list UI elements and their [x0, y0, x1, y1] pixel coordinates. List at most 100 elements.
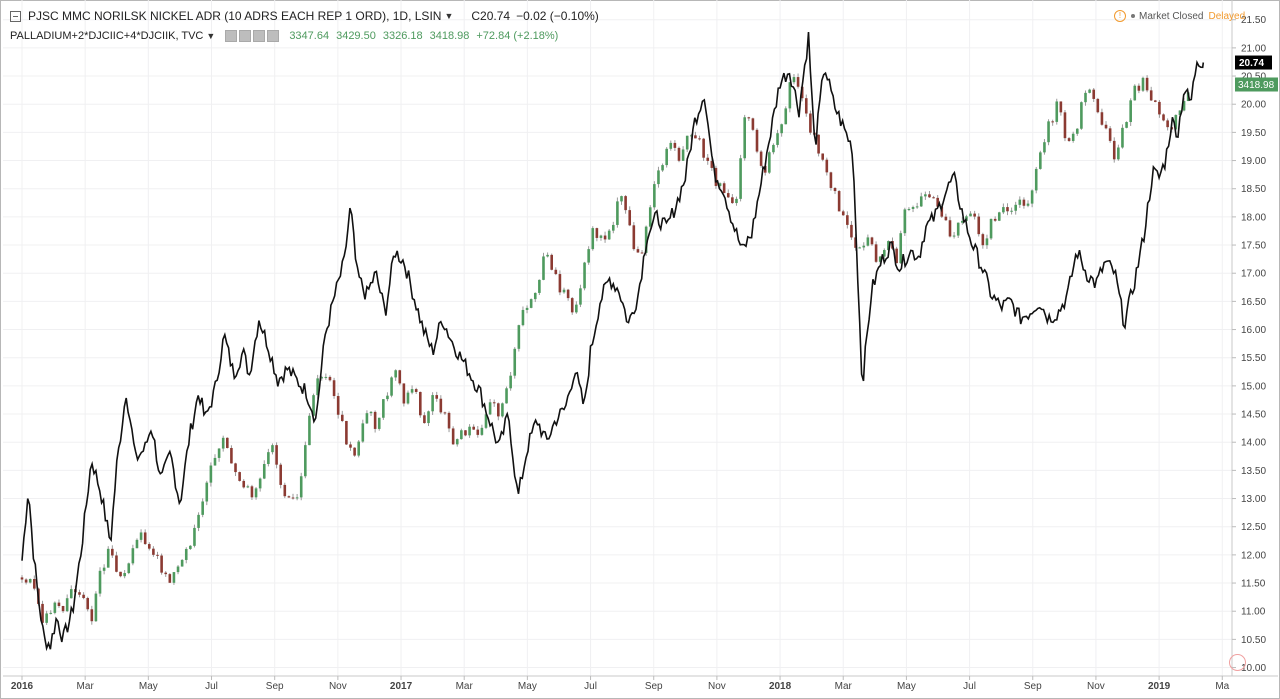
overlay-high: 3429.50	[336, 30, 376, 42]
candle-body	[328, 376, 332, 381]
candle-body	[1174, 114, 1178, 130]
candle-body	[102, 567, 106, 571]
candle-body	[69, 589, 73, 599]
candle-body	[1030, 190, 1034, 204]
candle-body	[841, 211, 845, 216]
more-icon[interactable]	[267, 30, 280, 42]
candle-body	[591, 228, 595, 250]
candle-body	[1075, 128, 1079, 134]
y-tick-label: 14.00	[1241, 438, 1266, 449]
y-tick-label: 16.50	[1241, 297, 1266, 308]
candle-body	[924, 194, 927, 197]
y-tick-label: 19.50	[1241, 128, 1266, 139]
candle-body	[969, 213, 972, 217]
candle-body	[583, 262, 586, 289]
candle-body	[579, 288, 582, 305]
candle-body	[525, 307, 529, 310]
candle-body	[1108, 128, 1112, 141]
candle-body	[340, 414, 344, 421]
candle-body	[320, 377, 324, 379]
candle-body	[242, 480, 246, 488]
x-tick-label: Jul	[963, 681, 976, 692]
candle-body	[271, 445, 274, 453]
candle-body	[480, 427, 484, 435]
candle-body	[304, 445, 307, 477]
candle-body	[488, 402, 492, 415]
candle-body	[919, 196, 923, 207]
symbol-title[interactable]: PJSC MMC NORILSK NICKEL ADR (10 ADRS EAC…	[28, 9, 442, 23]
candle-body	[858, 247, 861, 249]
candle-body	[837, 191, 841, 212]
candle-body	[1018, 199, 1022, 205]
chevron-down-icon[interactable]: ▼	[206, 31, 216, 41]
candle-body	[993, 218, 997, 221]
candle-body	[505, 388, 508, 404]
x-tick-label: Jul	[205, 681, 218, 692]
candle-body	[1125, 122, 1128, 128]
candle-body	[640, 252, 644, 254]
candle-body	[1026, 203, 1030, 206]
settings-circle-icon[interactable]	[1229, 654, 1246, 671]
x-tick-label: Sep	[266, 681, 284, 692]
candle-body	[275, 445, 278, 465]
candle-body	[661, 165, 664, 171]
candle-body	[394, 370, 397, 378]
candle-body	[65, 598, 69, 612]
candle-body	[677, 147, 681, 161]
y-tick-label: 15.00	[1241, 381, 1266, 392]
candle-body	[357, 441, 361, 456]
settings-icon[interactable]	[239, 30, 252, 42]
overlay-title[interactable]: PALLADIUM+2*DJCIIC+4*DJCIIK, TVC	[10, 30, 204, 42]
collapse-icon[interactable]	[10, 10, 21, 22]
candle-body	[788, 82, 792, 109]
candle-body	[1043, 142, 1046, 153]
candle-body	[464, 430, 467, 436]
candle-body	[152, 548, 155, 555]
candle-body	[747, 117, 751, 119]
candle-body	[607, 230, 611, 240]
y-tick-label: 17.50	[1241, 241, 1266, 252]
candle-body	[735, 198, 738, 204]
candle-body	[221, 437, 225, 449]
y-tick-label: 18.50	[1241, 184, 1266, 195]
candle-body	[821, 153, 825, 160]
candle-body	[899, 233, 903, 264]
candle-body	[776, 133, 779, 145]
candle-body	[611, 224, 615, 231]
y-tick-label: 13.50	[1241, 466, 1266, 477]
candle-body	[353, 447, 356, 456]
x-tick-label: Nov	[1087, 681, 1105, 692]
candle-body	[948, 220, 952, 237]
y-tick-label: 18.00	[1241, 212, 1266, 223]
candle-body	[234, 463, 237, 473]
chevron-down-icon[interactable]: ▼	[444, 11, 454, 21]
warning-icon[interactable]: !	[1114, 10, 1126, 22]
candle-body	[878, 256, 882, 262]
candle-body	[804, 98, 808, 114]
candle-body	[665, 148, 668, 166]
add-icon[interactable]	[253, 30, 266, 42]
candle-body	[197, 514, 200, 528]
y-tick-label: 20.50	[1241, 72, 1266, 83]
candle-body	[431, 395, 434, 412]
candle-body	[940, 206, 944, 217]
candle-body	[558, 274, 562, 293]
candle-body	[714, 167, 718, 186]
visibility-toggle-icon[interactable]	[225, 30, 238, 42]
candle-body	[98, 570, 102, 594]
candle-body	[636, 249, 640, 253]
candle-body	[887, 241, 890, 251]
candle-body	[1129, 100, 1132, 123]
candle-body	[1059, 101, 1063, 113]
y-tick-label: 12.00	[1241, 550, 1266, 561]
candle-body	[1063, 112, 1067, 139]
candle-body	[628, 210, 632, 226]
candle-body	[772, 144, 775, 153]
y-tick-label: 15.50	[1241, 353, 1266, 364]
candle-body	[312, 395, 315, 416]
candle-body	[825, 159, 829, 173]
candle-body	[377, 417, 381, 429]
candle-body	[833, 187, 837, 192]
candle-body	[262, 464, 266, 479]
